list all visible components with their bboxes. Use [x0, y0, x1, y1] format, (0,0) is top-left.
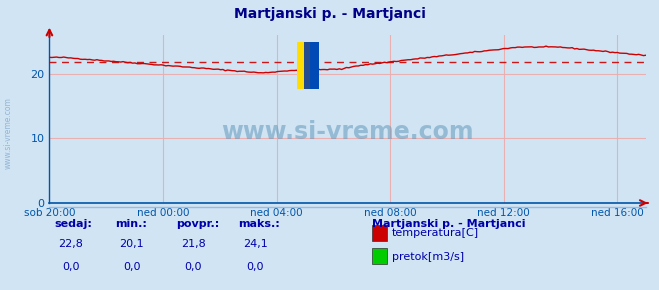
Bar: [304, 41, 319, 89]
Text: 21,8: 21,8: [181, 239, 206, 249]
Text: temperatura[C]: temperatura[C]: [392, 229, 479, 238]
Text: 24,1: 24,1: [243, 239, 268, 249]
Text: pretok[m3/s]: pretok[m3/s]: [392, 252, 464, 262]
Text: povpr.:: povpr.:: [177, 219, 220, 229]
Bar: [297, 41, 310, 89]
Text: min.:: min.:: [115, 219, 147, 229]
Text: www.si-vreme.com: www.si-vreme.com: [221, 120, 474, 144]
Text: maks.:: maks.:: [239, 219, 280, 229]
Text: 0,0: 0,0: [185, 262, 202, 272]
Text: 20,1: 20,1: [119, 239, 144, 249]
Text: 0,0: 0,0: [246, 262, 264, 272]
Text: 0,0: 0,0: [123, 262, 140, 272]
Text: Martjanski p. - Martjanci: Martjanski p. - Martjanci: [233, 7, 426, 21]
Text: 22,8: 22,8: [58, 239, 83, 249]
Text: 0,0: 0,0: [62, 262, 79, 272]
Text: Martjanski p. - Martjanci: Martjanski p. - Martjanci: [372, 219, 526, 229]
Bar: [310, 41, 319, 89]
Text: www.si-vreme.com: www.si-vreme.com: [3, 97, 13, 169]
Text: sedaj:: sedaj:: [54, 219, 92, 229]
